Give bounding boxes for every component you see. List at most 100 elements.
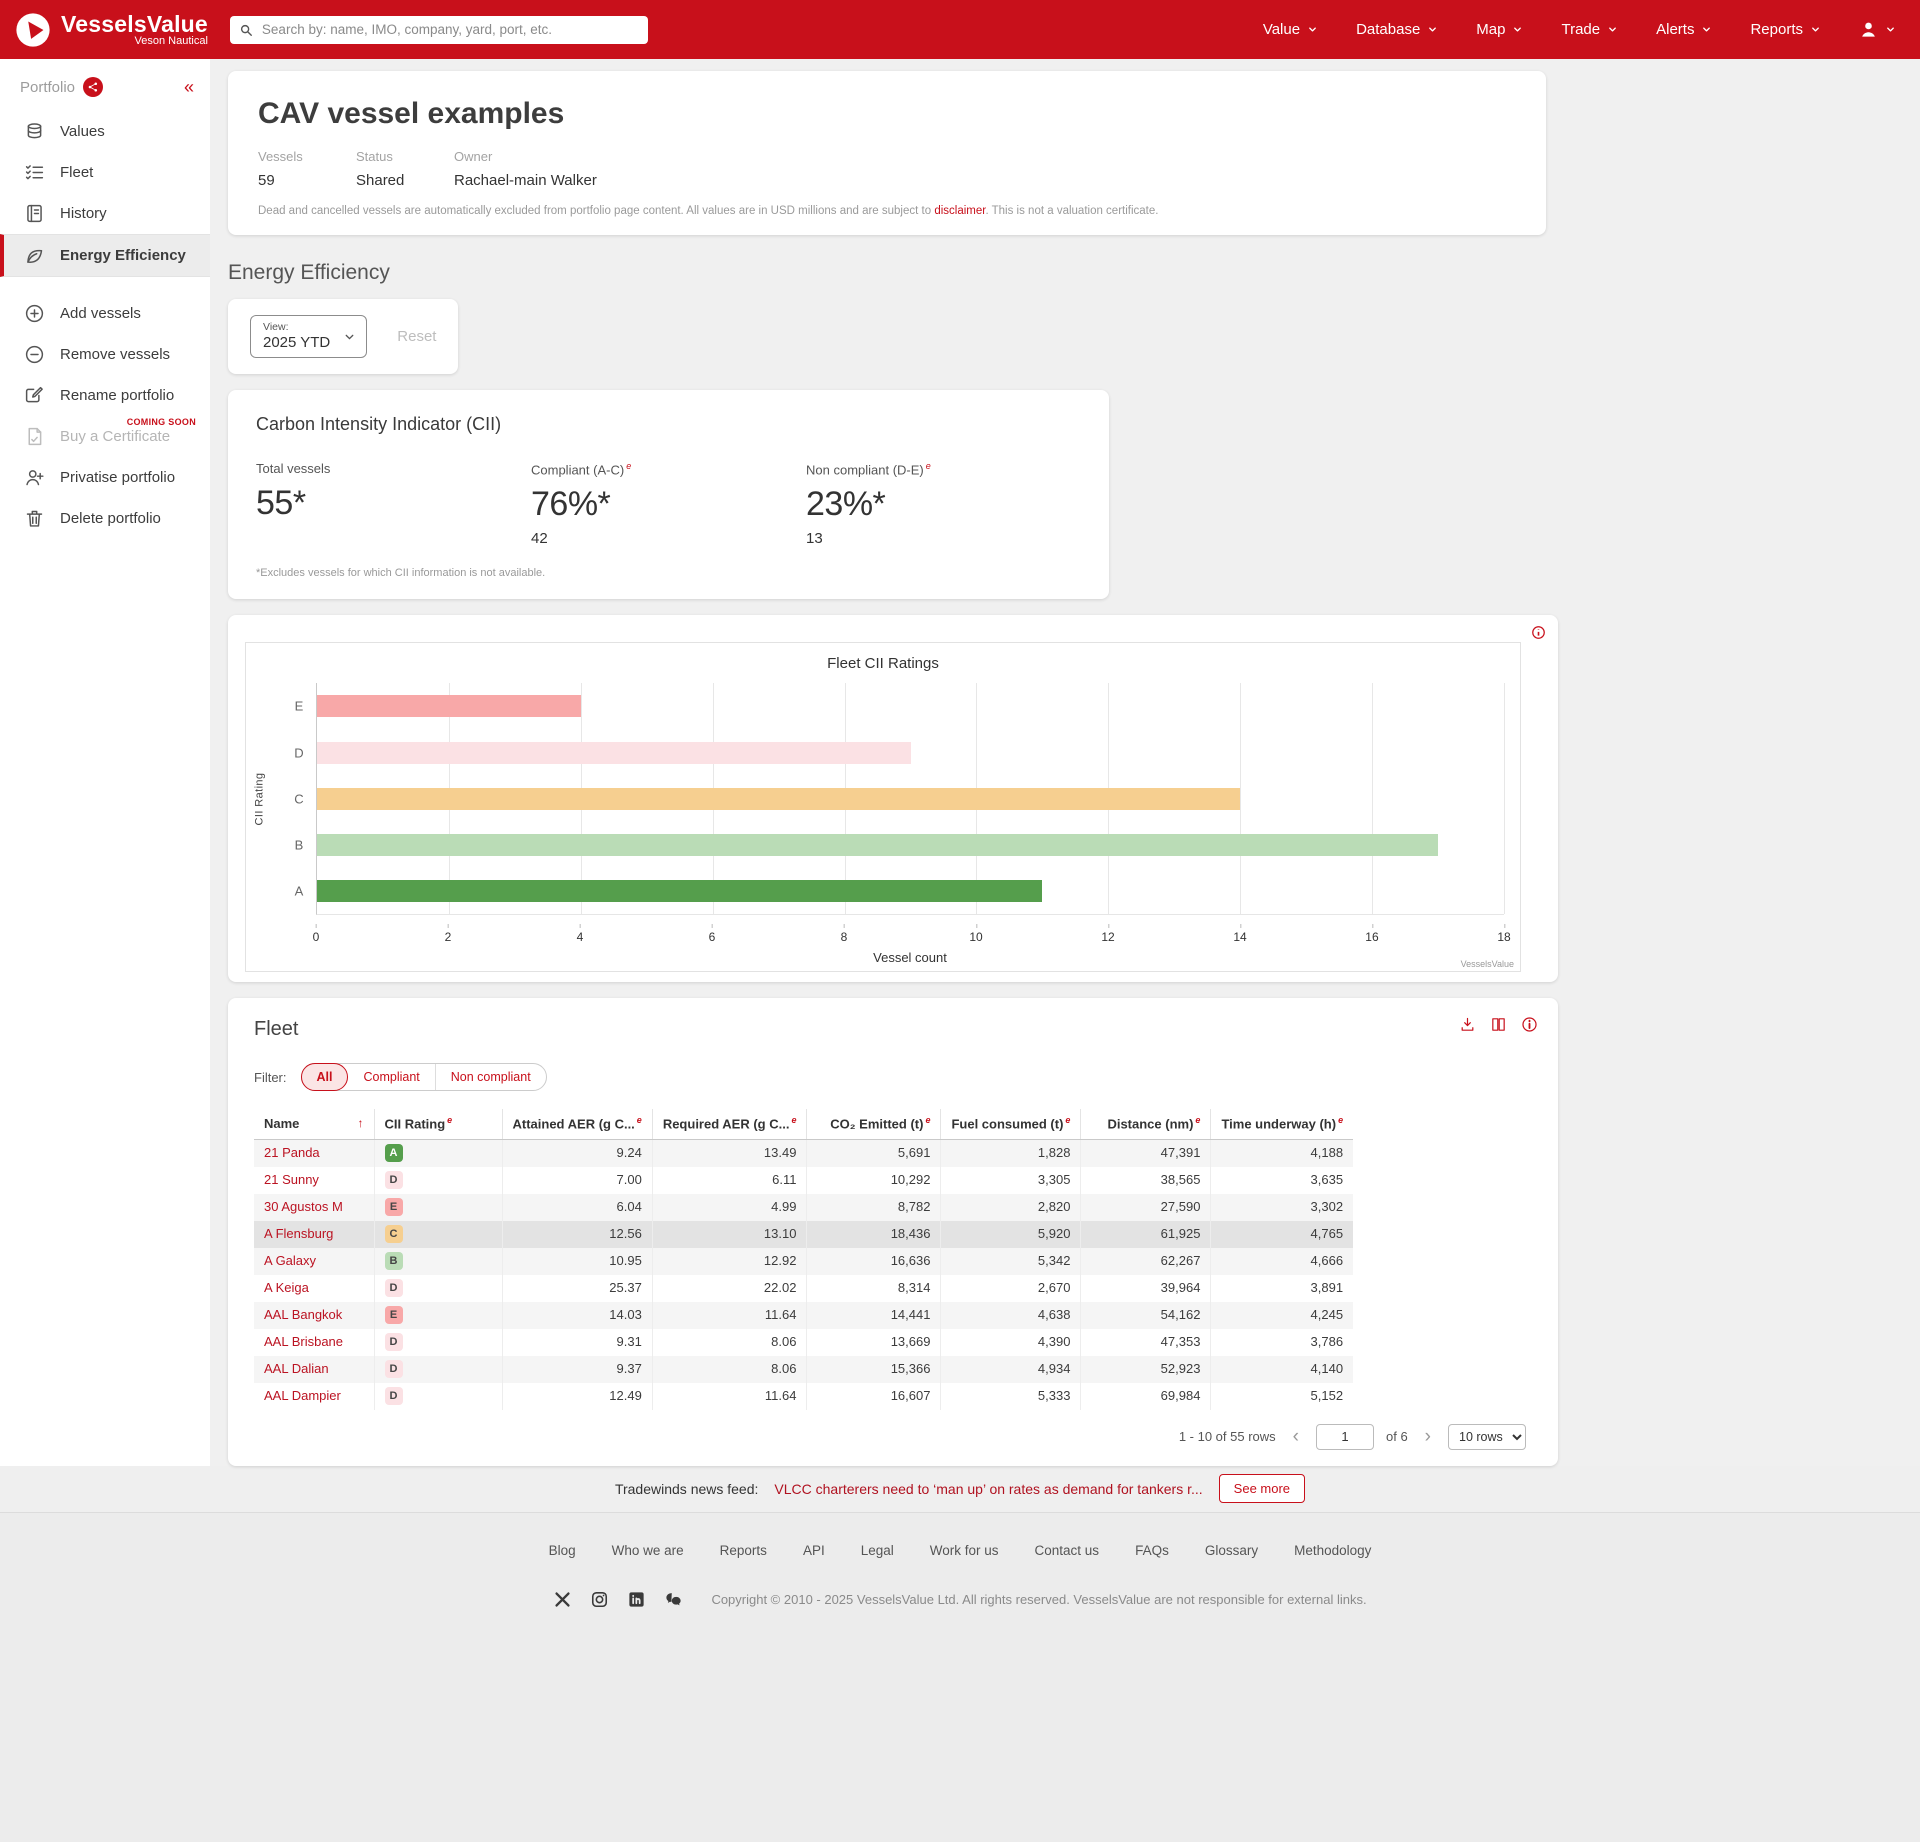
cii-rating-badge: D (385, 1171, 403, 1189)
column-header-time-underway-h[interactable]: Time underway (h)e (1211, 1109, 1353, 1139)
fleet-row[interactable]: 21 SunnyD7.006.1110,2923,30538,5653,635 (254, 1167, 1353, 1194)
filter-all[interactable]: All (301, 1063, 349, 1091)
sidebar-item-add-vessels[interactable]: Add vessels (0, 293, 210, 334)
footer-link-contact-us[interactable]: Contact us (1035, 1543, 1100, 1558)
cii-stat-count: 13 (806, 530, 1081, 547)
vessel-name-link[interactable]: A Galaxy (254, 1248, 374, 1275)
info-icon[interactable] (1531, 625, 1546, 640)
column-header-required-aer-g-c[interactable]: Required AER (g C...e (652, 1109, 807, 1139)
vessel-name-link[interactable]: 30 Agustos M (254, 1194, 374, 1221)
vessel-name-link[interactable]: 21 Sunny (254, 1167, 374, 1194)
nav-item-trade[interactable]: Trade (1561, 21, 1618, 38)
filter-non-compliant[interactable]: Non compliant (436, 1064, 546, 1090)
footer-link-who-we-are[interactable]: Who we are (612, 1543, 684, 1558)
privatise-icon (24, 467, 45, 488)
footer-link-faqs[interactable]: FAQs (1135, 1543, 1169, 1558)
vessel-name-link[interactable]: A Flensburg (254, 1221, 374, 1248)
fleet-row[interactable]: AAL DalianD9.378.0615,3664,93452,9234,14… (254, 1356, 1353, 1383)
fleet-row[interactable]: A FlensburgC12.5613.1018,4365,92061,9254… (254, 1221, 1353, 1248)
sidebar-item-privatise-portfolio[interactable]: Privatise portfolio (0, 457, 210, 498)
nav-item-value[interactable]: Value (1263, 21, 1318, 38)
co2-emitted-cell: 10,292 (807, 1167, 941, 1194)
vessel-name-link[interactable]: AAL Brisbane (254, 1329, 374, 1356)
reset-button[interactable]: Reset (397, 328, 436, 345)
required-aer-cell: 11.64 (652, 1383, 807, 1410)
footer-link-api[interactable]: API (803, 1543, 825, 1558)
fuel-consumed-cell: 5,333 (941, 1383, 1081, 1410)
vessel-name-link[interactable]: AAL Bangkok (254, 1302, 374, 1329)
info-button[interactable] (1521, 1016, 1538, 1033)
footer-link-blog[interactable]: Blog (549, 1543, 576, 1558)
see-more-button[interactable]: See more (1219, 1474, 1305, 1503)
fleet-row[interactable]: 21 PandaA9.2413.495,6911,82847,3914,188 (254, 1139, 1353, 1167)
chart-x-tick: 2 (445, 930, 452, 944)
chart-plot-area: EDCBA (316, 683, 1504, 915)
vesselsvalue-logo[interactable]: VesselsValue Veson Nautical (14, 11, 208, 49)
sidebar-item-fleet[interactable]: Fleet (0, 152, 210, 193)
wechat-icon[interactable] (664, 1590, 683, 1609)
fleet-row[interactable]: AAL DampierD12.4911.6416,6075,33369,9845… (254, 1383, 1353, 1410)
footer-link-reports[interactable]: Reports (720, 1543, 767, 1558)
sidebar-item-energy-efficiency[interactable]: Energy Efficiency (0, 234, 210, 277)
sidebar-item-values[interactable]: Values (0, 111, 210, 152)
footer-link-glossary[interactable]: Glossary (1205, 1543, 1258, 1558)
column-header-distance-nm[interactable]: Distance (nm)e (1081, 1109, 1211, 1139)
vessel-name-link[interactable]: 21 Panda (254, 1139, 374, 1167)
fleet-row[interactable]: AAL BangkokE14.0311.6414,4414,63854,1624… (254, 1302, 1353, 1329)
linkedin-icon[interactable] (627, 1590, 646, 1609)
next-page-button[interactable]: › (1420, 1427, 1436, 1446)
x-icon[interactable] (553, 1590, 572, 1609)
sidebar-item-delete-portfolio[interactable]: Delete portfolio (0, 498, 210, 539)
portfolio-stat-status: StatusShared (356, 149, 414, 189)
cii-footnote: *Excludes vessels for which CII informat… (256, 567, 1081, 579)
instagram-icon[interactable] (590, 1590, 609, 1609)
prev-page-button[interactable]: ‹ (1288, 1427, 1304, 1446)
chart-bar-row: C (317, 776, 1504, 822)
chart-bar-e (317, 695, 581, 717)
export-button[interactable] (1459, 1016, 1476, 1033)
footer-link-methodology[interactable]: Methodology (1294, 1543, 1371, 1558)
view-select[interactable]: View: 2025 YTD (250, 315, 367, 358)
sidebar-item-history[interactable]: History (0, 193, 210, 234)
fleet-row[interactable]: 30 Agustos ME6.044.998,7822,82027,5903,3… (254, 1194, 1353, 1221)
sidebar-item-remove-vessels[interactable]: Remove vessels (0, 334, 210, 375)
column-header-attained-aer-g-c[interactable]: Attained AER (g C...e (502, 1109, 652, 1139)
footer-link-work-for-us[interactable]: Work for us (930, 1543, 999, 1558)
global-search (230, 16, 648, 44)
history-icon (24, 203, 45, 224)
news-headline-link[interactable]: VLCC charterers need to ‘man up’ on rate… (774, 1481, 1202, 1497)
footer-link-legal[interactable]: Legal (861, 1543, 894, 1558)
vessel-name-link[interactable]: AAL Dampier (254, 1383, 374, 1410)
chart-bar-a (317, 880, 1042, 902)
co2-emitted-cell: 15,366 (807, 1356, 941, 1383)
nav-item-database[interactable]: Database (1356, 21, 1438, 38)
distance-cell: 61,925 (1081, 1221, 1211, 1248)
column-header-cii-rating[interactable]: CII Ratinge (374, 1109, 502, 1139)
time-underway-cell: 4,245 (1211, 1302, 1353, 1329)
vessel-name-link[interactable]: A Keiga (254, 1275, 374, 1302)
sidebar-item-rename-portfolio[interactable]: Rename portfolio (0, 375, 210, 416)
filter-compliant[interactable]: Compliant (348, 1064, 435, 1090)
user-menu[interactable] (1859, 20, 1896, 39)
copyright-text: Copyright © 2010 - 2025 VesselsValue Ltd… (711, 1592, 1366, 1607)
collapse-sidebar-button[interactable]: « (184, 78, 194, 96)
nav-item-map[interactable]: Map (1476, 21, 1523, 38)
column-header-co-emitted-t[interactable]: CO₂ Emitted (t)e (807, 1109, 941, 1139)
columns-button[interactable] (1490, 1016, 1507, 1033)
cii-rating-badge: A (385, 1144, 403, 1162)
fleet-row[interactable]: AAL BrisbaneD9.318.0613,6694,39047,3533,… (254, 1329, 1353, 1356)
column-header-fuel-consumed-t[interactable]: Fuel consumed (t)e (941, 1109, 1081, 1139)
fleet-row[interactable]: A KeigaD25.3722.028,3142,67039,9643,891 (254, 1275, 1353, 1302)
nav-item-alerts[interactable]: Alerts (1656, 21, 1712, 38)
share-icon (87, 81, 99, 93)
fleet-row[interactable]: A GalaxyB10.9512.9216,6365,34262,2674,66… (254, 1248, 1353, 1275)
nav-item-reports[interactable]: Reports (1750, 21, 1821, 38)
page-input[interactable] (1316, 1424, 1374, 1450)
search-input[interactable] (260, 21, 639, 38)
distance-cell: 38,565 (1081, 1167, 1211, 1194)
page-size-select[interactable]: 10 rows (1448, 1424, 1526, 1450)
disclaimer-link[interactable]: disclaimer (934, 205, 985, 217)
column-header-name[interactable]: Name↑ (254, 1109, 374, 1139)
vessel-name-link[interactable]: AAL Dalian (254, 1356, 374, 1383)
cii-rating-badge: D (385, 1387, 403, 1405)
